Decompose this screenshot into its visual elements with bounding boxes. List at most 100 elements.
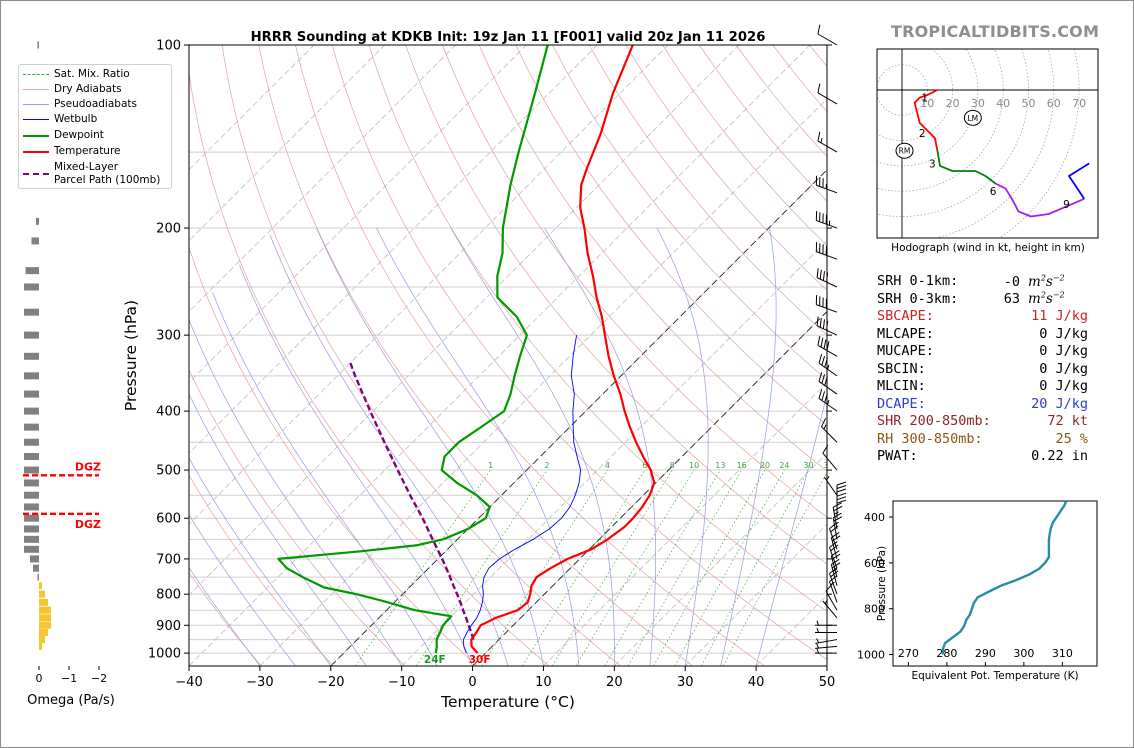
barb-shaft: [817, 33, 838, 46]
mixing-ratio-line: [481, 469, 608, 666]
omega-bar: [24, 525, 39, 533]
theta-e-y-tick-label: 600: [864, 557, 885, 570]
theta-e-y-label: Pressure (hPa): [876, 546, 888, 621]
theta-e-x-tick-label: 300: [1013, 647, 1034, 660]
barb-shaft: [818, 381, 838, 395]
omega-bar: [24, 308, 39, 316]
barb-half: [820, 138, 823, 143]
barb-full: [820, 337, 824, 348]
barb-full: [826, 272, 829, 283]
barb-full: [822, 444, 829, 454]
moist-adiabat: [656, 227, 709, 666]
surface-temperature-label: 30F: [469, 654, 491, 666]
stat-value: 25 %: [1055, 430, 1088, 447]
dry-adiabat: [552, 45, 827, 381]
barb-half: [823, 424, 827, 430]
barb-shaft: [829, 573, 838, 595]
x-tick-label: 30: [677, 675, 694, 690]
stat-label: SBCAPE:: [877, 308, 934, 324]
barb-shaft: [816, 184, 838, 194]
theta-e-x-tick-label: 310: [1052, 647, 1073, 660]
stat-row: SRH 0-1km: -0 m2s−2: [877, 273, 1107, 291]
barb-full: [821, 374, 826, 384]
wind-barb: [817, 131, 838, 153]
barb-full: [832, 502, 842, 508]
stat-row: MUCAPE: 0 J/kg: [877, 343, 1107, 361]
stat-row: SBCAPE: 11 J/kg: [877, 308, 1107, 326]
y-tick-label: 800: [156, 588, 181, 603]
omega-panel: 0 −1 −2 Omega (Pa/s) DGZ DGZ: [23, 41, 115, 708]
legend-label: Parcel Path (100mb): [54, 174, 161, 186]
hodograph-segment: [995, 182, 1085, 218]
legend-swatch: [23, 135, 49, 137]
wind-barb: [830, 558, 841, 586]
barb-full: [819, 269, 822, 280]
omega-bar: [25, 267, 39, 275]
stat-row: MLCIN: 0 J/kg: [877, 378, 1107, 396]
barb-full: [831, 535, 841, 542]
omega-bar: [39, 614, 51, 622]
legend-swatch: [23, 151, 49, 153]
hodograph-ring-label: 70: [1072, 97, 1086, 110]
mixing-ratio-label: 16: [737, 461, 747, 470]
barb-full: [817, 131, 821, 142]
barb-shaft: [818, 362, 838, 377]
omega-bar: [39, 629, 48, 637]
barb-half: [825, 475, 830, 481]
stat-value: 72 kt: [1047, 413, 1088, 429]
barb-full: [829, 575, 838, 583]
barb-half: [816, 643, 820, 649]
x-tick-label: 20: [606, 675, 623, 690]
mixing-ratio-label: 10: [689, 461, 699, 470]
moist-adiabat: [544, 227, 656, 666]
y-tick-label: 500: [156, 464, 181, 479]
mixing-ratio-line: [674, 469, 785, 666]
dry-adiabat: [331, 45, 827, 660]
stat-value: 0.22 in: [1031, 448, 1088, 464]
y-tick-label: 100: [156, 39, 181, 54]
barb-full: [831, 562, 841, 569]
y-tick-label: 200: [156, 222, 181, 237]
mixing-ratio-label: 13: [715, 461, 725, 470]
omega-bar: [24, 331, 39, 339]
omega-bar: [24, 453, 39, 461]
hodograph-frame: [876, 48, 1099, 239]
y-tick-label: 600: [156, 512, 181, 527]
isotherm-line: [401, 240, 827, 666]
dry-adiabat: [515, 45, 827, 426]
barb-full: [824, 358, 828, 368]
wind-barb: [829, 541, 839, 569]
wind-barb: [815, 242, 838, 260]
barb-shaft: [823, 476, 838, 496]
wind-barb: [815, 643, 838, 649]
dry-adiabat: [189, 474, 334, 666]
wind-barb: [822, 599, 838, 619]
omega-bar: [30, 555, 39, 563]
moist-adiabat: [316, 227, 544, 666]
mixing-ratio-line: [522, 469, 646, 666]
stat-row: DCAPE: 20 J/kg: [877, 396, 1107, 414]
dry-adiabat: [221, 45, 622, 666]
stat-row: PWAT: 0.22 in: [877, 448, 1107, 466]
omega-bar: [24, 514, 39, 522]
wind-barb: [815, 211, 838, 229]
barb-half: [827, 399, 830, 405]
barb-full: [821, 391, 826, 401]
stat-row: SHR 200-850mb: 72 kt: [877, 413, 1107, 431]
mixing-ratio-label: 24: [779, 461, 789, 470]
hodograph-height-label: 9: [1063, 199, 1070, 211]
barb-half: [816, 620, 819, 626]
omega-bar: [24, 479, 39, 487]
dry-adiabat: [189, 571, 262, 666]
omega-bar: [39, 590, 45, 598]
hodograph-height-label: 1: [921, 93, 928, 105]
storm-motion-label: LM: [968, 114, 979, 123]
dgz-label: DGZ: [75, 460, 101, 473]
skewt-background: 1 2 4 6 8 10 13 16 20 24 30 36: [189, 45, 827, 666]
mixing-ratio-label: 8: [670, 461, 675, 470]
barb-full: [829, 567, 838, 574]
stat-label: MLCIN:: [877, 378, 926, 394]
omega-bar: [24, 503, 39, 511]
barb-shaft: [832, 507, 838, 530]
series-wetbulb: [463, 335, 582, 654]
